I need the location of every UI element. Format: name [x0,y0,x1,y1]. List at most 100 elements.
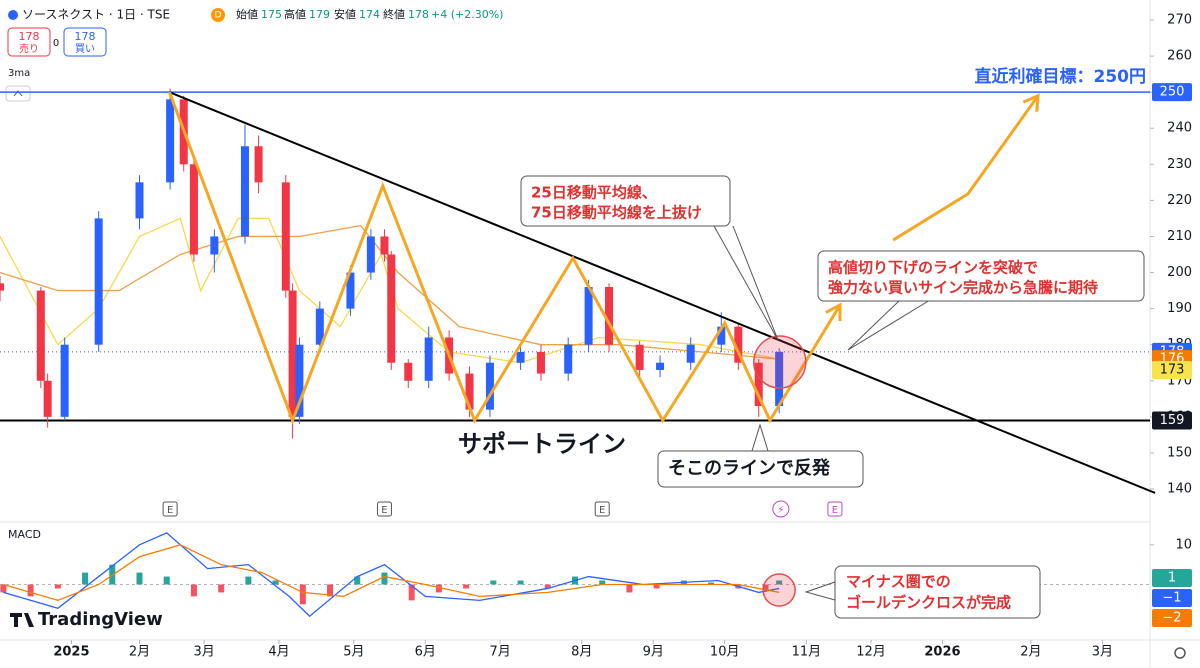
macd-histogram-bar [599,580,606,585]
callout-leader [751,423,769,452]
price-pane [0,88,1150,439]
candle-body [60,344,69,417]
candle-body [380,236,389,255]
candle-body [387,254,396,363]
ohlc-value: 178 [408,8,429,21]
ohlc-value: 174 [359,8,380,21]
macd-signal-line [3,544,780,602]
brand-logo [10,613,34,627]
y-tick-label: 230 [1167,157,1192,172]
sell-price: 178 [19,30,40,43]
zigzag [168,91,842,425]
macd-histogram-bar [0,584,7,593]
macd-histogram-bar [435,584,442,593]
price-badge [1152,83,1192,102]
x-tick-label: 7月 [490,645,511,660]
candle-body [189,164,198,255]
callout-text: 75日移動平均線を上抜け [531,204,702,222]
y-tick-label: 140 [1167,482,1192,497]
event-label: E [832,505,838,516]
y-tick-label: 260 [1167,49,1192,64]
price-badge-label: 159 [1160,413,1185,428]
x-tick-label: 11月 [792,645,822,660]
support-label: サポートライン [458,430,626,458]
brand: TradingView [38,609,163,630]
collapse-button[interactable] [5,85,31,102]
macd-badge-label: 1 [1168,571,1176,586]
x-tick-label: 12月 [856,645,886,660]
candle-body [166,99,175,183]
x-tick-label: 2026 [924,645,960,660]
macd-histogram-bar [762,584,769,591]
candle-body [254,146,263,183]
macd-histogram-bar [327,584,334,597]
callout-text: 高値切り下げのラインを突破で [828,259,1038,277]
symbol-title: ソースネクスト · 1日 · TSE [22,8,170,22]
candle-body [240,146,249,237]
event-label: E [167,505,173,516]
buy-label: 買い [75,43,95,55]
ohlc-value: 179 [309,8,330,21]
x-tick-label: 10月 [710,645,740,660]
candle-body [288,290,297,417]
event-marker [376,501,392,517]
macd-histogram-bar [381,572,388,585]
candle-body [43,380,52,417]
y-tick-label: 200 [1167,265,1192,280]
event-marker [594,501,610,517]
candle-body [295,344,304,417]
callout-text: ゴールデンクロスが完成 [846,594,1011,612]
macd-histogram-bar [54,584,61,589]
buy-button[interactable] [63,27,107,57]
candle-body [0,283,4,291]
zigzag [892,94,1040,242]
sell-button[interactable] [7,27,51,57]
candle-body [656,362,665,370]
callout-text: 25日移動平均線、 [531,184,657,202]
ohlc-label: 始値 [236,7,258,21]
y-tick-label: 270 [1167,13,1192,28]
candle-body [366,236,375,273]
candle-body [281,182,290,291]
macd-histogram-bar [544,584,551,589]
macd-histogram-bar [653,584,660,589]
callout-text: そこのラインで反発 [668,457,831,479]
settings-icon[interactable] [1174,647,1186,659]
spread: 0 [53,38,59,49]
price-badge-label: 250 [1160,85,1185,100]
y-tick-label: 150 [1167,445,1192,460]
candle-body [346,272,355,309]
x-tick-label: 2月 [1020,645,1041,660]
macd-histogram-bar [463,584,470,589]
macd-badge [1152,589,1192,607]
macd-histogram-bar [708,582,715,585]
callout-box [834,565,1041,619]
callout-text: マイナス圏での [846,573,951,591]
buy-price: 178 [75,30,96,43]
candle-body [734,326,743,363]
macd-histogram-bar [27,584,34,597]
x-tick-label: 3月 [194,645,215,660]
candle-body [516,351,525,363]
macd-histogram-bar [517,580,524,585]
candle-body [315,308,324,345]
collapse-icon [13,90,23,97]
price-badge [1152,411,1192,430]
macd-histogram-bar [272,580,279,585]
x-tick-label: 8月 [571,645,592,660]
x-tick-label: 6月 [415,645,436,660]
macd-badge [1152,609,1192,627]
event-label: E [599,505,605,516]
candle-body [465,373,474,410]
candle-body [564,344,573,374]
arrowhead [825,302,842,322]
candle-body [485,362,494,410]
ohlc-value: 175 [261,8,282,21]
callout-box [657,450,864,488]
macd-histogram-bar [245,576,252,585]
interval-badge [211,8,225,22]
macd-histogram-bar [136,572,143,585]
candle-body [635,344,644,370]
